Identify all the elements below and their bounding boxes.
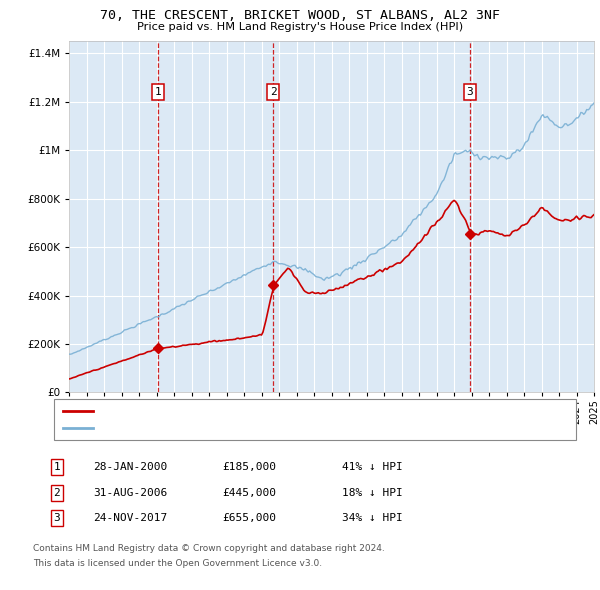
Text: 18% ↓ HPI: 18% ↓ HPI <box>342 488 403 497</box>
Text: 3: 3 <box>53 513 61 523</box>
Text: 28-JAN-2000: 28-JAN-2000 <box>93 463 167 472</box>
Text: 34% ↓ HPI: 34% ↓ HPI <box>342 513 403 523</box>
Text: 1: 1 <box>155 87 161 97</box>
Text: Contains HM Land Registry data © Crown copyright and database right 2024.: Contains HM Land Registry data © Crown c… <box>33 545 385 553</box>
Text: 41% ↓ HPI: 41% ↓ HPI <box>342 463 403 472</box>
Text: £655,000: £655,000 <box>222 513 276 523</box>
Text: 1: 1 <box>53 463 61 472</box>
Text: Price paid vs. HM Land Registry's House Price Index (HPI): Price paid vs. HM Land Registry's House … <box>137 22 463 32</box>
Text: 2: 2 <box>53 488 61 497</box>
Text: 70, THE CRESCENT, BRICKET WOOD, ST ALBANS, AL2 3NF (detached house): 70, THE CRESCENT, BRICKET WOOD, ST ALBAN… <box>99 406 496 416</box>
Text: 3: 3 <box>466 87 473 97</box>
Text: 24-NOV-2017: 24-NOV-2017 <box>93 513 167 523</box>
Text: 70, THE CRESCENT, BRICKET WOOD, ST ALBANS, AL2 3NF: 70, THE CRESCENT, BRICKET WOOD, ST ALBAN… <box>100 9 500 22</box>
Text: 2: 2 <box>270 87 277 97</box>
Text: £185,000: £185,000 <box>222 463 276 472</box>
Text: This data is licensed under the Open Government Licence v3.0.: This data is licensed under the Open Gov… <box>33 559 322 568</box>
Text: HPI: Average price, detached house, St Albans: HPI: Average price, detached house, St A… <box>99 423 341 433</box>
Text: 31-AUG-2006: 31-AUG-2006 <box>93 488 167 497</box>
Text: £445,000: £445,000 <box>222 488 276 497</box>
